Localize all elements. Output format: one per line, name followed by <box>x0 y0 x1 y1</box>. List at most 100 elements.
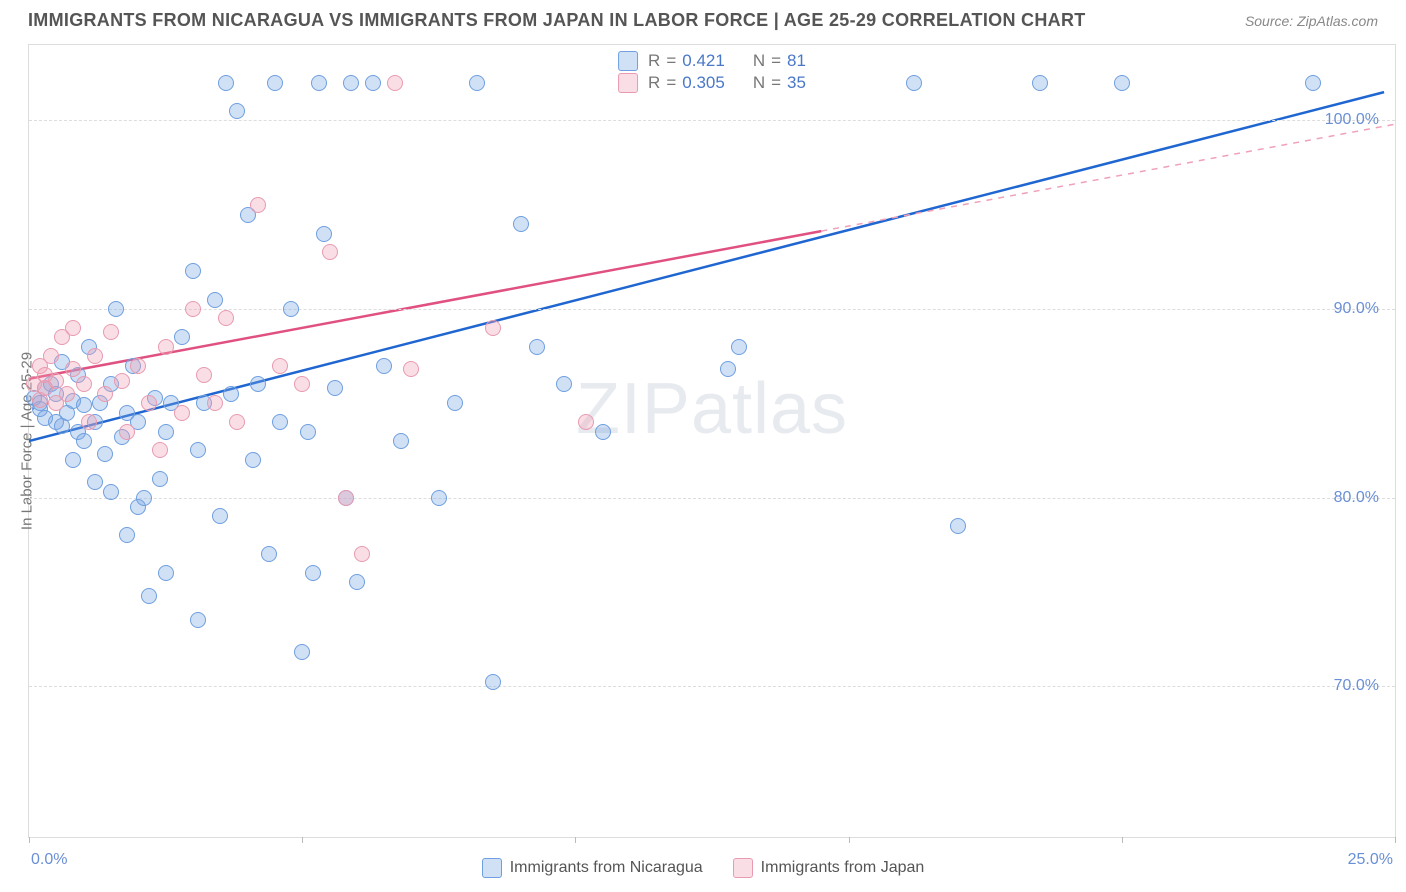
data-point-nicaragua <box>87 474 103 490</box>
data-point-japan <box>65 320 81 336</box>
data-point-japan <box>141 395 157 411</box>
data-point-japan <box>196 367 212 383</box>
data-point-japan <box>403 361 419 377</box>
y-tick-label: 80.0% <box>1334 489 1379 507</box>
y-tick-label: 70.0% <box>1334 677 1379 695</box>
gridline <box>29 120 1395 121</box>
data-point-nicaragua <box>513 216 529 232</box>
y-tick-label: 90.0% <box>1334 300 1379 318</box>
gridline <box>29 309 1395 310</box>
trend-lines <box>29 45 1395 837</box>
n-label: N <box>753 51 765 71</box>
plot-surface: ZIPatlas 70.0%80.0%90.0%100.0% <box>29 45 1395 837</box>
x-tick <box>849 837 850 843</box>
data-point-nicaragua <box>431 490 447 506</box>
data-point-nicaragua <box>190 612 206 628</box>
series-legend: Immigrants from Nicaragua Immigrants fro… <box>0 858 1406 878</box>
data-point-japan <box>322 244 338 260</box>
data-point-nicaragua <box>349 574 365 590</box>
legend-item-nicaragua: Immigrants from Nicaragua <box>482 858 703 878</box>
data-point-nicaragua <box>136 490 152 506</box>
data-point-nicaragua <box>720 361 736 377</box>
data-point-nicaragua <box>76 433 92 449</box>
data-point-nicaragua <box>250 376 266 392</box>
data-point-nicaragua <box>283 301 299 317</box>
data-point-nicaragua <box>485 674 501 690</box>
data-point-japan <box>76 376 92 392</box>
data-point-nicaragua <box>103 484 119 500</box>
source-attribution: Source: ZipAtlas.com <box>1245 13 1378 29</box>
legend-label-japan: Immigrants from Japan <box>761 859 925 877</box>
n-value-nicaragua: 81 <box>787 51 806 71</box>
data-point-nicaragua <box>447 395 463 411</box>
data-point-nicaragua <box>218 75 234 91</box>
data-point-nicaragua <box>1305 75 1321 91</box>
data-point-nicaragua <box>300 424 316 440</box>
trendline-extrapolated-japan <box>821 124 1395 231</box>
data-point-japan <box>87 348 103 364</box>
data-point-nicaragua <box>311 75 327 91</box>
legend-item-japan: Immigrants from Japan <box>733 858 925 878</box>
data-point-nicaragua <box>343 75 359 91</box>
data-point-nicaragua <box>469 75 485 91</box>
data-point-nicaragua <box>950 518 966 534</box>
r-value-nicaragua: 0.421 <box>682 51 725 71</box>
x-tick <box>302 837 303 843</box>
data-point-nicaragua <box>141 588 157 604</box>
data-point-japan <box>354 546 370 562</box>
data-point-japan <box>229 414 245 430</box>
data-point-nicaragua <box>393 433 409 449</box>
data-point-japan <box>338 490 354 506</box>
x-tick <box>575 837 576 843</box>
data-point-japan <box>158 339 174 355</box>
legend-swatch-nicaragua <box>618 51 638 71</box>
data-point-nicaragua <box>76 397 92 413</box>
correlation-legend: R = 0.421 N = 81 R = 0.305 N = 35 <box>610 47 814 97</box>
data-point-japan <box>174 405 190 421</box>
chart-area: In Labor Force | Age 25-29 ZIPatlas 70.0… <box>28 44 1396 838</box>
data-point-japan <box>485 320 501 336</box>
data-point-nicaragua <box>174 329 190 345</box>
title-bar: IMMIGRANTS FROM NICARAGUA VS IMMIGRANTS … <box>0 0 1406 37</box>
x-tick <box>1395 837 1396 843</box>
data-point-japan <box>119 424 135 440</box>
data-point-nicaragua <box>556 376 572 392</box>
data-point-nicaragua <box>185 263 201 279</box>
data-point-japan <box>218 310 234 326</box>
data-point-nicaragua <box>152 471 168 487</box>
data-point-nicaragua <box>731 339 747 355</box>
x-tick <box>29 837 30 843</box>
data-point-nicaragua <box>223 386 239 402</box>
data-point-nicaragua <box>376 358 392 374</box>
data-point-nicaragua <box>267 75 283 91</box>
data-point-nicaragua <box>261 546 277 562</box>
data-point-japan <box>81 414 97 430</box>
data-point-nicaragua <box>294 644 310 660</box>
legend-row-nicaragua: R = 0.421 N = 81 <box>618 51 806 71</box>
data-point-nicaragua <box>108 301 124 317</box>
data-point-japan <box>578 414 594 430</box>
data-point-japan <box>207 395 223 411</box>
legend-swatch-japan <box>618 73 638 93</box>
legend-swatch-japan-b <box>733 858 753 878</box>
data-point-nicaragua <box>158 565 174 581</box>
watermark: ZIPatlas <box>576 368 848 450</box>
data-point-nicaragua <box>207 292 223 308</box>
data-point-japan <box>114 373 130 389</box>
data-point-nicaragua <box>65 452 81 468</box>
data-point-japan <box>272 358 288 374</box>
data-point-nicaragua <box>190 442 206 458</box>
data-point-japan <box>43 348 59 364</box>
data-point-japan <box>65 361 81 377</box>
data-point-japan <box>387 75 403 91</box>
data-point-japan <box>97 386 113 402</box>
data-point-nicaragua <box>906 75 922 91</box>
data-point-japan <box>130 358 146 374</box>
data-point-nicaragua <box>229 103 245 119</box>
data-point-japan <box>294 376 310 392</box>
data-point-nicaragua <box>97 446 113 462</box>
n-value-japan: 35 <box>787 73 806 93</box>
data-point-nicaragua <box>1032 75 1048 91</box>
data-point-japan <box>250 197 266 213</box>
chart-title: IMMIGRANTS FROM NICARAGUA VS IMMIGRANTS … <box>28 10 1086 31</box>
